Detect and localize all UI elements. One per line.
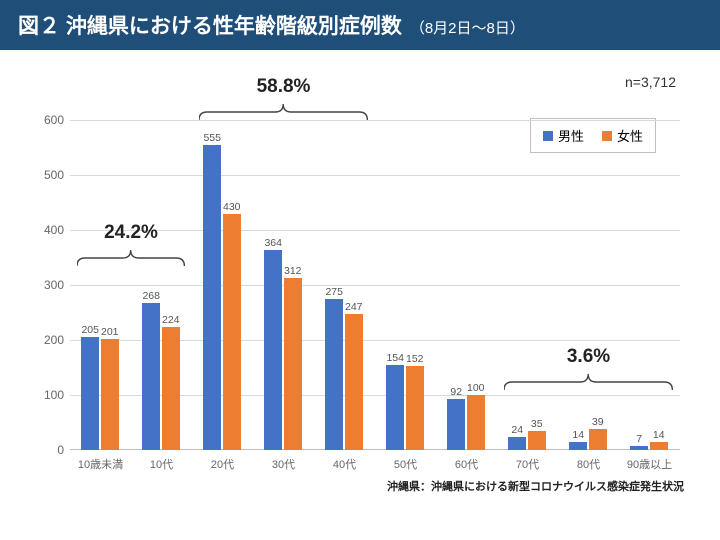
bar-male: 205 [81, 337, 100, 450]
bar-female: 312 [284, 278, 303, 450]
x-category-label: 20代 [211, 456, 234, 472]
bar-female: 201 [101, 339, 120, 450]
chart-area: n=3,712 男性 女性 010020030040050060010歳未満20… [28, 60, 698, 500]
x-category-label: 90歳以上 [627, 456, 672, 472]
bar-value-label: 39 [592, 416, 604, 428]
bar-male: 14 [569, 442, 588, 450]
bar-value-label: 364 [264, 237, 282, 249]
x-category-label: 70代 [516, 456, 539, 472]
annotation-bracket [504, 370, 672, 390]
bar-value-label: 268 [142, 290, 160, 302]
x-category-label: 40代 [333, 456, 356, 472]
bar-value-label: 100 [467, 382, 485, 394]
bar-value-label: 430 [223, 201, 241, 213]
bar-value-label: 7 [636, 433, 642, 445]
bar-value-label: 224 [162, 314, 180, 326]
bar-female: 35 [528, 431, 547, 450]
annotation-percent: 58.8% [257, 76, 311, 98]
bar-female: 224 [162, 327, 181, 450]
bar-female: 39 [589, 429, 608, 450]
bar-value-label: 14 [653, 429, 665, 441]
gridline [70, 175, 680, 176]
bar-male: 268 [142, 303, 161, 450]
y-tick-label: 600 [44, 113, 64, 127]
bar-value-label: 555 [203, 132, 221, 144]
bar-value-label: 154 [386, 352, 404, 364]
bar-female: 100 [467, 395, 486, 450]
bar-female: 152 [406, 366, 425, 450]
plot-region: 010020030040050060010歳未満20520110代2682242… [70, 120, 680, 450]
x-category-label: 10歳未満 [78, 456, 123, 472]
bar-female: 14 [650, 442, 669, 450]
y-tick-label: 100 [44, 388, 64, 402]
x-category-label: 80代 [577, 456, 600, 472]
chart-title: 図２ 沖縄県における性年齢階級別症例数 [18, 10, 402, 40]
annotation-bracket [77, 246, 184, 266]
x-category-label: 30代 [272, 456, 295, 472]
bar-value-label: 205 [81, 324, 99, 336]
bar-male: 275 [325, 299, 344, 450]
annotation-percent: 24.2% [104, 222, 158, 244]
bar-male: 7 [630, 446, 649, 450]
bar-value-label: 312 [284, 265, 302, 277]
gridline [70, 120, 680, 121]
bar-female: 247 [345, 314, 364, 450]
chart-header: 図２ 沖縄県における性年齢階級別症例数 （8月2日～8日） [0, 0, 720, 50]
bar-value-label: 201 [101, 326, 119, 338]
bar-value-label: 247 [345, 301, 363, 313]
bar-male: 24 [508, 437, 527, 450]
bar-value-label: 152 [406, 353, 424, 365]
annotation-percent: 3.6% [567, 346, 610, 368]
x-category-label: 10代 [150, 456, 173, 472]
bar-value-label: 14 [572, 429, 584, 441]
bar-male: 154 [386, 365, 405, 450]
y-tick-label: 400 [44, 223, 64, 237]
annotation-bracket [199, 100, 367, 120]
y-tick-label: 0 [57, 443, 64, 457]
bar-value-label: 35 [531, 418, 543, 430]
gridline [70, 230, 680, 231]
y-tick-label: 500 [44, 168, 64, 182]
y-tick-label: 300 [44, 278, 64, 292]
bar-male: 364 [264, 250, 283, 450]
bar-value-label: 24 [511, 424, 523, 436]
chart-subtitle: （8月2日～8日） [410, 17, 525, 38]
x-category-label: 50代 [394, 456, 417, 472]
x-category-label: 60代 [455, 456, 478, 472]
bar-male: 92 [447, 399, 466, 450]
sample-size-label: n=3,712 [625, 74, 676, 90]
y-tick-label: 200 [44, 333, 64, 347]
bar-male: 555 [203, 145, 222, 450]
bar-value-label: 92 [450, 386, 462, 398]
source-footer: 沖縄県：沖縄県における新型コロナウイルス感染症発生状況 [387, 478, 684, 494]
bar-female: 430 [223, 214, 242, 451]
bar-value-label: 275 [325, 286, 343, 298]
gridline [70, 285, 680, 286]
